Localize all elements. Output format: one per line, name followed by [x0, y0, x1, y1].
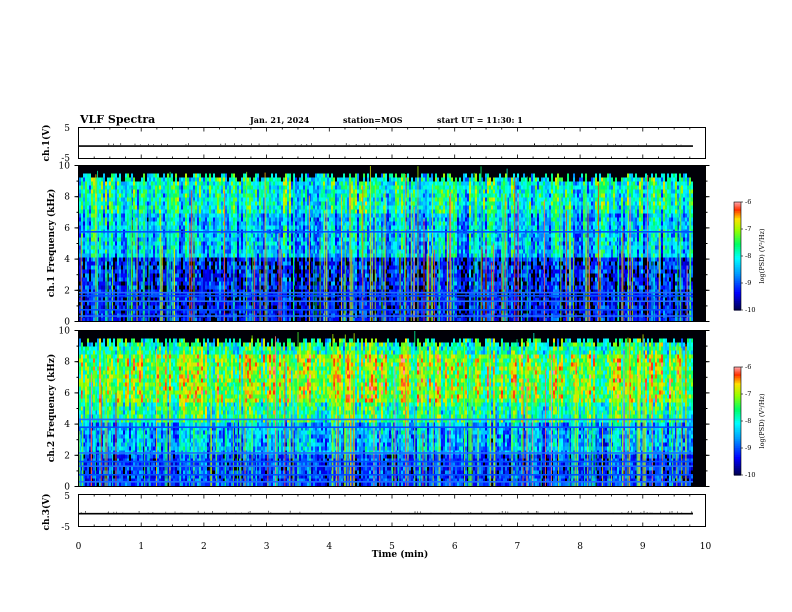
colorbar-tick-label: -8	[745, 252, 751, 260]
colorbar-tick-label: -10	[745, 471, 755, 479]
ch3-waveform-frame	[79, 495, 706, 527]
narrowband-line	[79, 481, 693, 483]
colorbar-tick-label: -6	[745, 363, 751, 371]
narrowband-line	[79, 465, 693, 467]
station-label: station=MOS	[343, 115, 403, 125]
ch1-ytick-top: 5	[64, 124, 70, 134]
narrowband-line	[79, 474, 693, 476]
colorbar-tick-label: -7	[745, 390, 751, 398]
narrowband-line	[79, 419, 693, 421]
ch1-spectrogram-ylabel: ch.1 Frequency (kHz)	[46, 189, 57, 298]
time-tick-label: 4	[326, 542, 332, 552]
time-tick-label: 3	[264, 542, 270, 552]
time-tick-label: 1	[138, 542, 144, 552]
start-time-label: start UT = 11:30: 1	[437, 115, 523, 125]
colorbar-tick-label: -9	[745, 444, 751, 452]
ch3-waveform-panel: 5 -5 ch.3(V) 0 1 2 3 4 5 6 7 8 9 10 Time (min)	[41, 492, 711, 560]
colorbar-tick-label: -8	[745, 417, 751, 425]
ch2-spectrogram-ylabel: ch.2 Frequency (kHz)	[46, 354, 57, 463]
figure-title: VLF Spectra	[79, 113, 155, 126]
spectrogram-ytick-label: 6	[64, 224, 70, 234]
ch1-spectrogram-image	[79, 166, 706, 322]
narrowband-line	[79, 300, 693, 302]
ch1-waveform-panel: 5 -5 ch.1(V)	[41, 124, 706, 164]
ch3-ytick-bottom: -5	[61, 523, 70, 533]
spectrogram-ytick-label: 8	[64, 193, 70, 203]
time-axis-label: Time (min)	[372, 549, 429, 560]
spectrogram-ytick-label: 8	[64, 358, 70, 368]
time-tick-label: 0	[76, 542, 82, 552]
spectrogram-ytick-label: 10	[59, 162, 71, 172]
narrowband-line	[79, 452, 693, 454]
ch1-colorbar-label: log(PSD) (V²/Hz)	[758, 228, 766, 283]
narrowband-line	[79, 295, 693, 297]
colorbar-tick-label: -9	[745, 279, 751, 287]
time-tick-label: 8	[577, 542, 583, 552]
time-tick-label: 10	[700, 542, 712, 552]
time-tick-label: 6	[452, 542, 458, 552]
date-label: Jan. 21, 2024	[249, 115, 310, 125]
time-tick-label: 2	[201, 542, 207, 552]
ch2-colorbar: -6 -7 -8 -9 -10	[734, 363, 755, 479]
ch2-colorbar-label: log(PSD) (V²/Hz)	[758, 393, 766, 448]
spectrogram-ytick-label: 2	[64, 451, 70, 461]
ch3-ytick-top: 5	[64, 492, 70, 502]
spectrogram-ytick-label: 10	[59, 327, 71, 337]
spectrogram-ytick-label: 0	[64, 483, 70, 493]
spectrogram-ytick-label: 6	[64, 389, 70, 399]
narrowband-line	[79, 315, 693, 317]
colorbar-tick-label: -10	[745, 306, 755, 314]
time-tick-label: 7	[515, 542, 521, 552]
ch3-waveform-ylabel: ch.3(V)	[41, 494, 52, 531]
time-tick-label: 9	[640, 542, 646, 552]
colorbar-tick-label: -6	[745, 198, 751, 206]
ch1-waveform-frame	[79, 128, 706, 159]
narrowband-line	[79, 292, 693, 294]
ch2-spectrogram-image	[79, 331, 706, 487]
ch1-colorbar: -6 -7 -8 -9 -10	[734, 198, 755, 314]
spectrogram-ytick-label: 4	[64, 255, 70, 265]
narrowband-line	[79, 309, 693, 311]
ch2-spectrogram-panel: 0 2 4 6 8 10 ch.2 Frequency (kHz)	[46, 327, 710, 493]
spectrogram-ytick-label: 2	[64, 286, 70, 296]
colorbar-tick-label: -7	[745, 225, 751, 233]
ch3-waveform-marks	[79, 495, 706, 527]
ch1-waveform-ylabel: ch.1(V)	[41, 125, 52, 162]
narrowband-line	[79, 426, 693, 428]
narrowband-line	[79, 461, 693, 463]
narrowband-line	[79, 231, 693, 233]
spectrogram-ytick-label: 4	[64, 420, 70, 430]
ch1-waveform-marks	[79, 128, 706, 159]
